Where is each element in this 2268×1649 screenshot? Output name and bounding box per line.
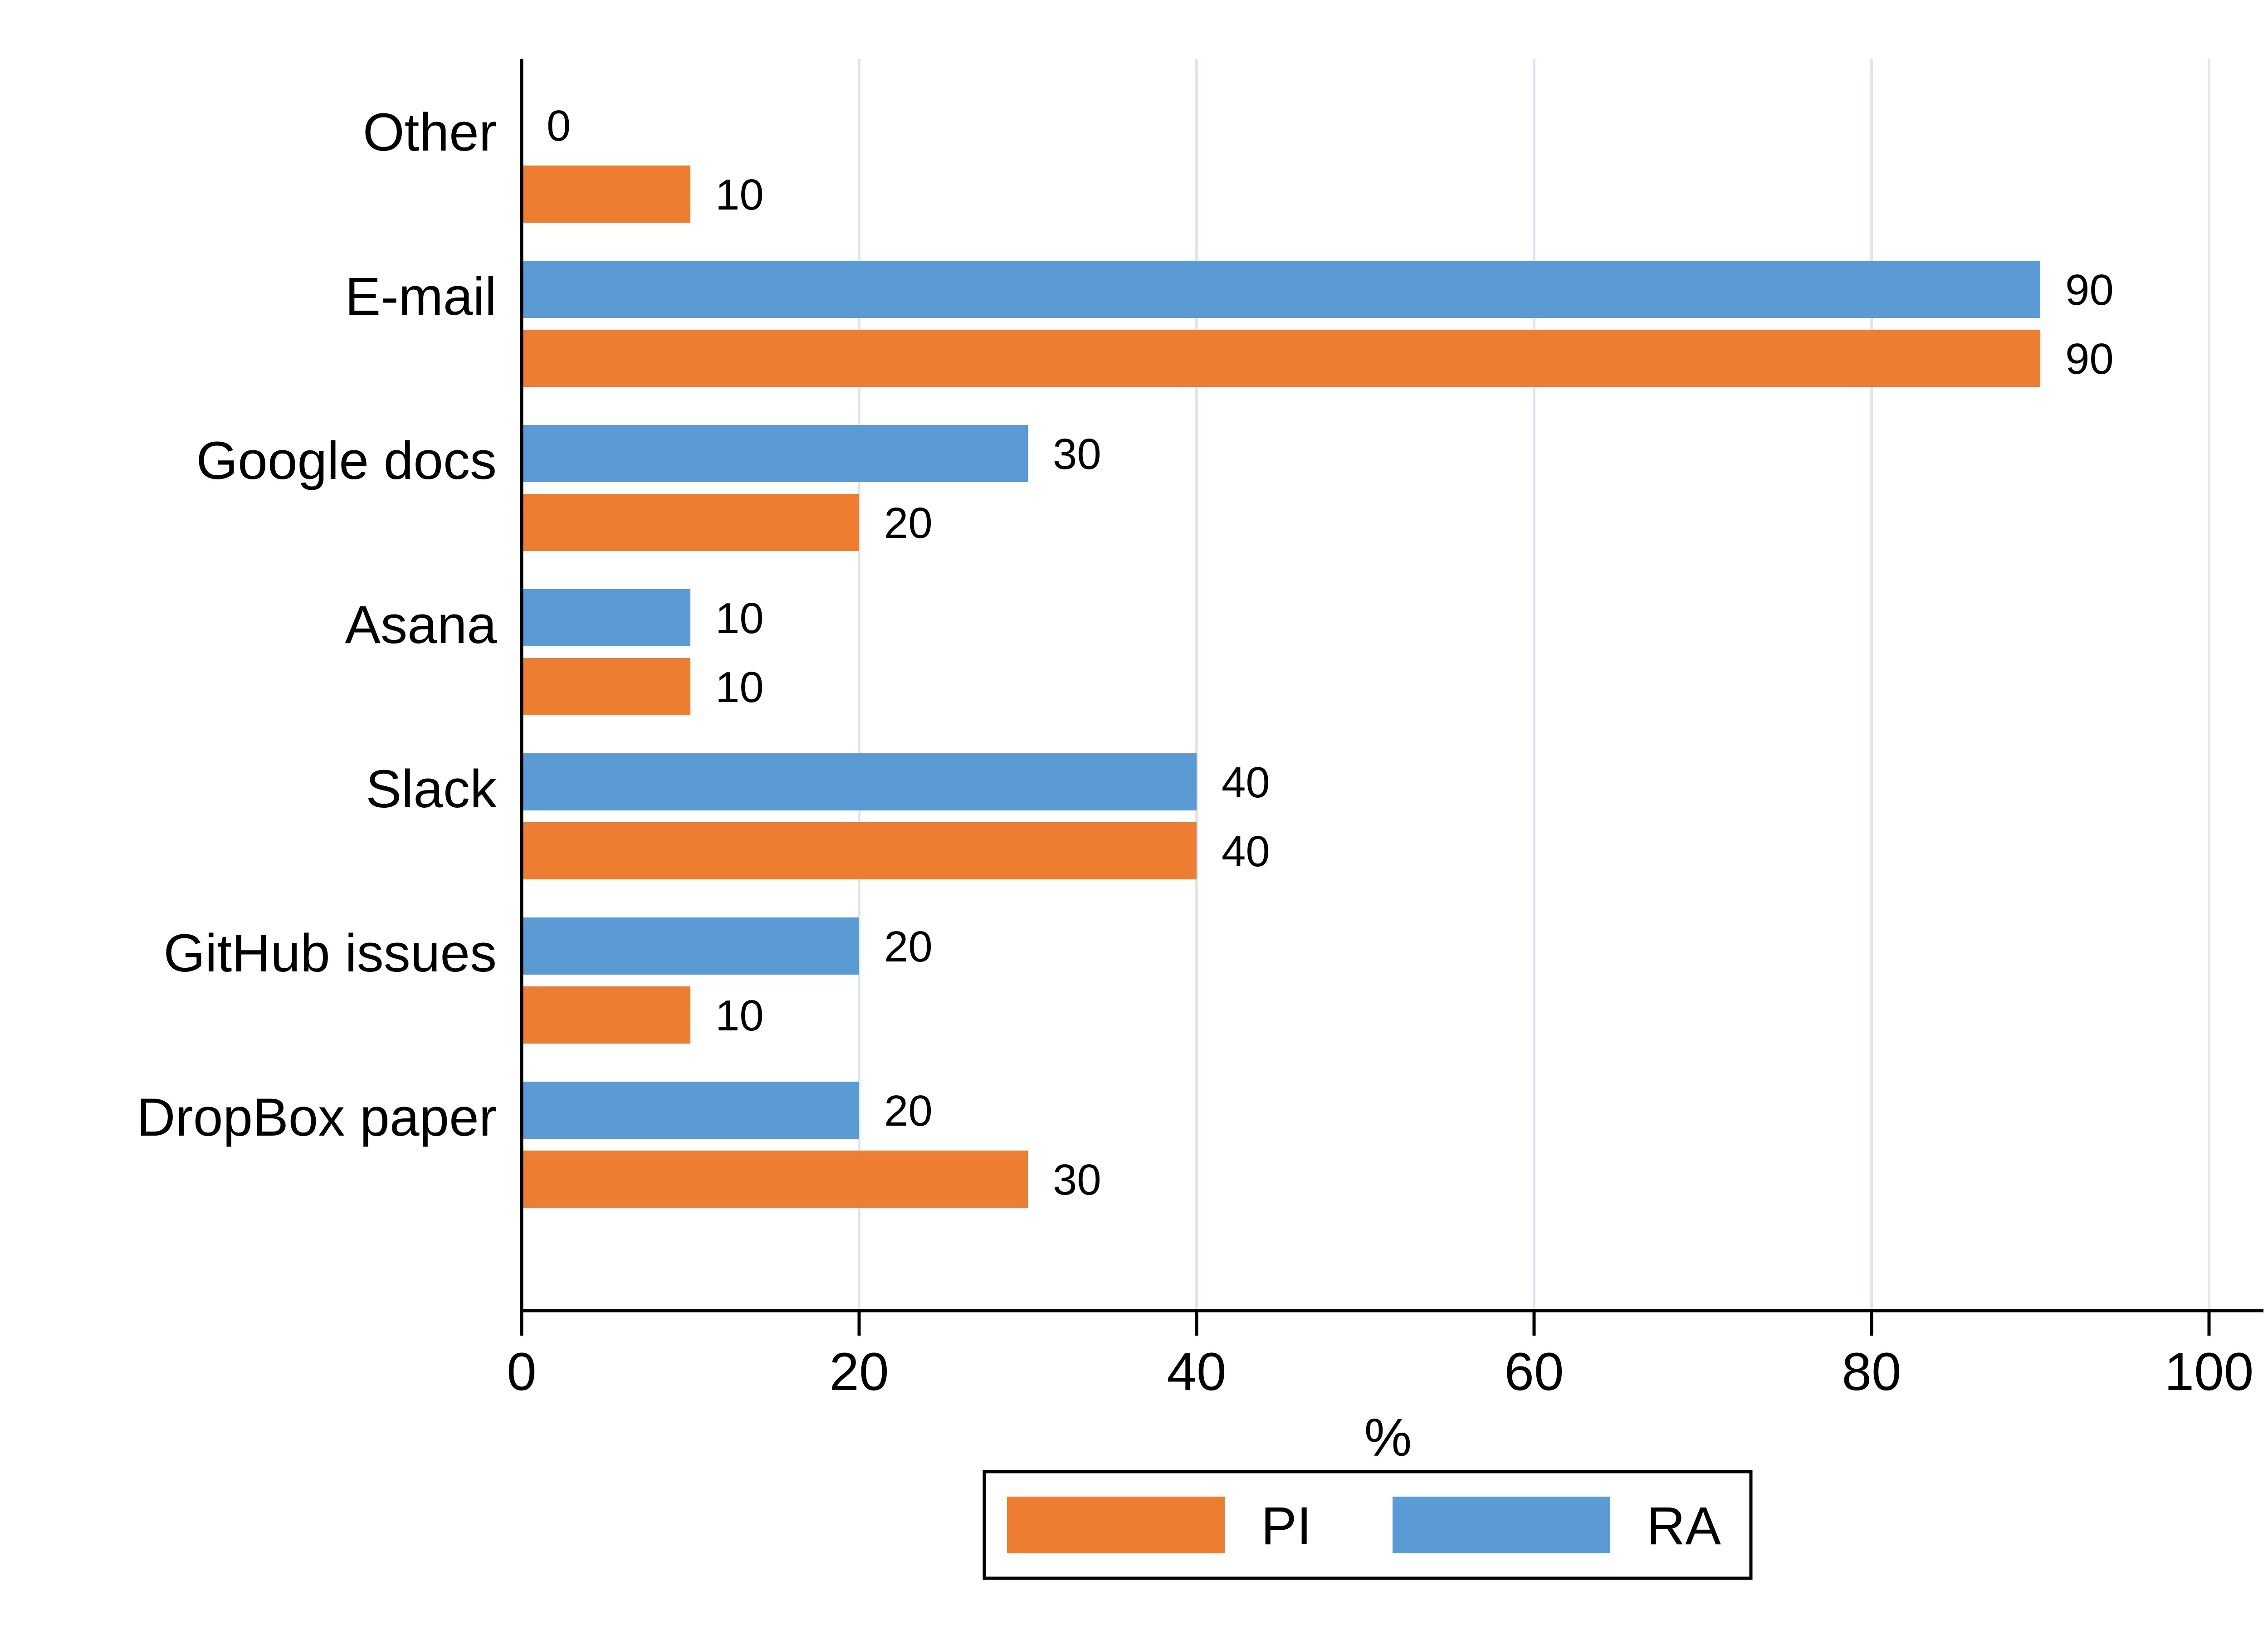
x-tick-label: 80 bbox=[1842, 1342, 1901, 1402]
data-label: 10 bbox=[715, 663, 764, 712]
axes: 0 20 40 60 80 100 bbox=[507, 59, 2263, 1402]
grid-lines bbox=[858, 59, 2210, 1311]
data-label: 10 bbox=[715, 594, 764, 643]
category-label: GitHub issues bbox=[163, 923, 497, 983]
data-label: 10 bbox=[715, 171, 764, 219]
bars bbox=[522, 166, 2040, 1208]
bar-pi bbox=[522, 658, 690, 715]
category-label: E-mail bbox=[345, 267, 497, 327]
data-label: 40 bbox=[1222, 827, 1270, 876]
legend-label-pi: PI bbox=[1261, 1496, 1312, 1556]
x-tick-label: 40 bbox=[1167, 1342, 1226, 1402]
x-tick-label: 20 bbox=[829, 1342, 889, 1402]
legend-swatch-pi bbox=[1007, 1497, 1225, 1553]
data-label: 90 bbox=[2065, 266, 2114, 314]
bar-pi bbox=[522, 822, 1197, 879]
data-label: 40 bbox=[1222, 758, 1270, 807]
category-label: Google docs bbox=[196, 431, 497, 491]
data-label: 30 bbox=[1053, 1156, 1101, 1204]
category-label: Other bbox=[363, 102, 497, 162]
x-axis-title: % bbox=[1364, 1408, 1412, 1468]
data-label: 20 bbox=[884, 1087, 933, 1135]
bar-pi bbox=[522, 166, 690, 223]
legend-swatch-ra bbox=[1393, 1497, 1610, 1553]
bar-pi bbox=[522, 1151, 1028, 1208]
x-tick-label: 60 bbox=[1504, 1342, 1564, 1402]
data-label: 90 bbox=[2065, 335, 2114, 383]
category-label: Slack bbox=[366, 759, 497, 819]
data-labels: 0 10 Other 90 90 E-mail 30 20 Google docs 10 10 Asa… bbox=[137, 102, 2113, 1204]
bar-pi bbox=[522, 986, 690, 1044]
bar-ra bbox=[522, 425, 1028, 482]
bar-ra bbox=[522, 261, 2040, 318]
bar-pi bbox=[522, 494, 859, 551]
bar-ra bbox=[522, 917, 859, 975]
x-tick-label: 100 bbox=[2165, 1342, 2254, 1402]
data-label: 20 bbox=[884, 499, 933, 547]
bar-ra bbox=[522, 589, 690, 646]
bar-pi bbox=[522, 330, 2040, 387]
category-label: Asana bbox=[345, 595, 497, 655]
data-label: 30 bbox=[1053, 430, 1101, 478]
bar-ra bbox=[522, 753, 1197, 810]
legend: PI RA bbox=[982, 1470, 1753, 1580]
x-tick-label: 0 bbox=[507, 1342, 537, 1402]
legend-label-ra: RA bbox=[1647, 1496, 1721, 1556]
data-label: 10 bbox=[715, 991, 764, 1040]
data-label: 0 bbox=[547, 102, 571, 150]
bar-ra bbox=[522, 1082, 859, 1139]
category-label: DropBox paper bbox=[137, 1088, 497, 1147]
data-label: 20 bbox=[884, 922, 933, 971]
